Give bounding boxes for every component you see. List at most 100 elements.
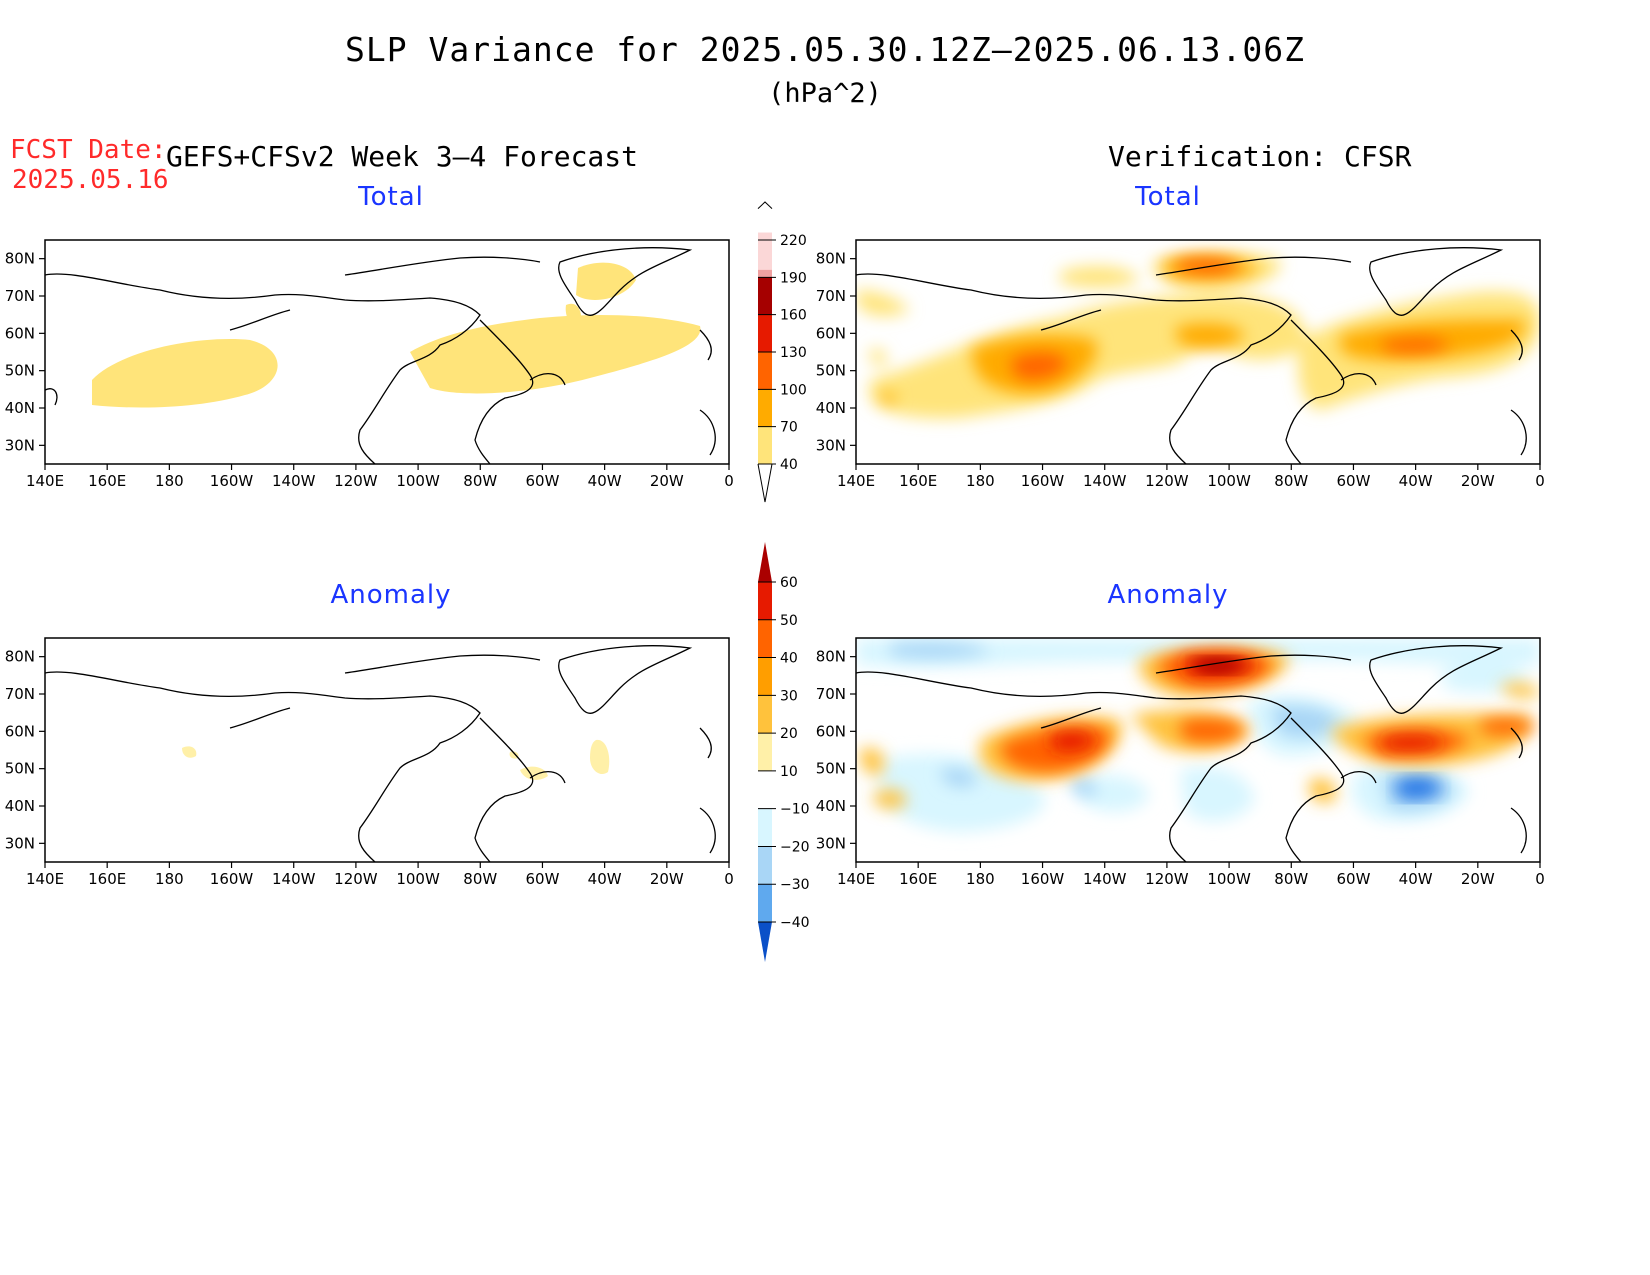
verif-total-title: Total xyxy=(1135,182,1201,212)
verif-anomaly-title: Anomaly xyxy=(1107,580,1229,610)
lon-tick-label: 80W xyxy=(1274,870,1308,888)
lon-tick-label: 160E xyxy=(88,870,126,888)
lat-tick-label: 80N xyxy=(816,250,846,268)
lon-tick-label: 60W xyxy=(1336,472,1370,490)
verif-total-panel xyxy=(855,239,1541,465)
lat-tick-label: 70N xyxy=(5,287,35,305)
lon-tick-label: 0 xyxy=(1535,472,1545,490)
total-colorbar-label: 70 xyxy=(780,420,798,436)
lon-tick-label: 160W xyxy=(1021,472,1065,490)
lon-tick-label: 140W xyxy=(272,870,316,888)
anomaly-colorbar-bin xyxy=(758,582,772,620)
anomaly-colorbar-bin xyxy=(758,619,772,658)
total-colorbar: 40 70 100 130 160 190 220 xyxy=(757,201,807,503)
lon-tick-label: 120W xyxy=(334,870,378,888)
lon-tick-label: 140E xyxy=(26,472,64,490)
forecast-source-title: GEFS+CFSv2 Week 3–4 Forecast xyxy=(166,140,639,173)
anomaly-colorbar-upper-tip xyxy=(758,542,772,582)
verif-anomaly-panel xyxy=(855,637,1541,863)
lon-tick-label: 140E xyxy=(837,870,875,888)
lon-tick-label: 140W xyxy=(272,472,316,490)
lat-tick-label: 60N xyxy=(816,324,846,342)
lat-tick-label: 40N xyxy=(816,797,846,815)
fcst-total-field xyxy=(92,262,701,408)
lat-tick-label: 30N xyxy=(5,436,35,454)
fcst-anomaly-panel xyxy=(44,637,730,863)
lon-tick-label: 0 xyxy=(724,472,734,490)
anomaly-colorbar-label: 60 xyxy=(780,575,798,591)
anomaly-colorbar-bin xyxy=(758,657,772,696)
anomaly-colorbar-bin xyxy=(758,733,772,771)
lon-tick-label: 180 xyxy=(155,472,184,490)
anomaly-colorbar-label: 50 xyxy=(780,613,798,629)
anomaly-colorbar-label: −10 xyxy=(780,802,810,818)
lon-tick-label: 20W xyxy=(1461,472,1495,490)
verif-anomaly-field xyxy=(856,638,1540,832)
lon-tick-label: 40W xyxy=(588,472,622,490)
lon-tick-label: 140E xyxy=(26,870,64,888)
lon-tick-label: 140E xyxy=(837,472,875,490)
lon-tick-label: 160W xyxy=(210,472,254,490)
total-colorbar-bin xyxy=(758,352,772,390)
total-colorbar-bin xyxy=(758,314,772,352)
lat-tick-label: 50N xyxy=(5,362,35,380)
lon-tick-label: 80W xyxy=(463,472,497,490)
total-colorbar-label: 40 xyxy=(780,457,798,473)
lat-tick-label: 60N xyxy=(5,722,35,740)
lat-tick-label: 50N xyxy=(5,760,35,778)
lon-tick-label: 80W xyxy=(463,870,497,888)
coastlines xyxy=(856,645,1527,862)
lon-tick-label: 40W xyxy=(1399,870,1433,888)
anomaly-colorbar-label: 20 xyxy=(780,726,798,742)
total-colorbar-upper-tip xyxy=(757,201,773,210)
lon-tick-label: 0 xyxy=(724,870,734,888)
total-colorbar-label: 100 xyxy=(780,382,807,398)
lon-tick-label: 40W xyxy=(588,870,622,888)
anomaly-colorbar-bin xyxy=(758,884,772,922)
verif-total-field xyxy=(856,252,1540,419)
lat-tick-label: 80N xyxy=(816,648,846,666)
lat-tick-label: 70N xyxy=(816,685,846,703)
lat-tick-label: 40N xyxy=(5,399,35,417)
anomaly-colorbar-label: 40 xyxy=(780,651,798,667)
verification-source-title: Verification: CFSR xyxy=(1108,140,1412,173)
forecast-date-label: FCST Date: xyxy=(10,135,167,165)
total-colorbar-label: 220 xyxy=(780,233,807,249)
lon-tick-label: 20W xyxy=(650,870,684,888)
lat-tick-label: 70N xyxy=(816,287,846,305)
axes-layer: 140E 160E 180 160W 140W 120W 100W 80W 60W 40W 20W 0… xyxy=(5,250,1545,888)
lon-tick-label: 140W xyxy=(1083,870,1127,888)
fcst-anomaly-title: Anomaly xyxy=(330,580,452,610)
lat-tick-label: 60N xyxy=(816,722,846,740)
lon-tick-label: 160E xyxy=(88,472,126,490)
lon-tick-label: 20W xyxy=(1461,870,1495,888)
fcst-total-title: Total xyxy=(358,182,424,212)
coastlines xyxy=(45,247,716,464)
anomaly-colorbar: 60 50 40 30 20 10 −10 −20 −30 −40 xyxy=(758,542,810,962)
total-colorbar-label: 130 xyxy=(780,345,807,361)
lat-tick-label: 40N xyxy=(5,797,35,815)
total-colorbar-lower-tip xyxy=(757,463,773,503)
lat-tick-label: 70N xyxy=(5,685,35,703)
coastlines xyxy=(856,247,1527,464)
lat-tick-label: 40N xyxy=(816,399,846,417)
lon-tick-label: 100W xyxy=(396,472,440,490)
lon-tick-label: 120W xyxy=(334,472,378,490)
lon-tick-label: 160W xyxy=(210,870,254,888)
anomaly-colorbar-label: −40 xyxy=(780,915,810,931)
lon-tick-label: 20W xyxy=(650,472,684,490)
lon-tick-label: 60W xyxy=(1336,870,1370,888)
lon-tick-label: 100W xyxy=(1207,870,1251,888)
anomaly-colorbar-label: 10 xyxy=(780,764,798,780)
lat-tick-label: 30N xyxy=(816,436,846,454)
lat-tick-label: 80N xyxy=(5,648,35,666)
total-colorbar-bin xyxy=(758,277,772,315)
anomaly-colorbar-bin xyxy=(758,846,772,885)
lat-tick-label: 60N xyxy=(5,324,35,342)
anomaly-colorbar-bin xyxy=(758,808,772,847)
lon-tick-label: 120W xyxy=(1145,472,1189,490)
total-colorbar-label: 190 xyxy=(780,270,807,286)
forecast-date: 2025.05.16 xyxy=(12,165,169,195)
total-colorbar-bin xyxy=(758,426,772,464)
